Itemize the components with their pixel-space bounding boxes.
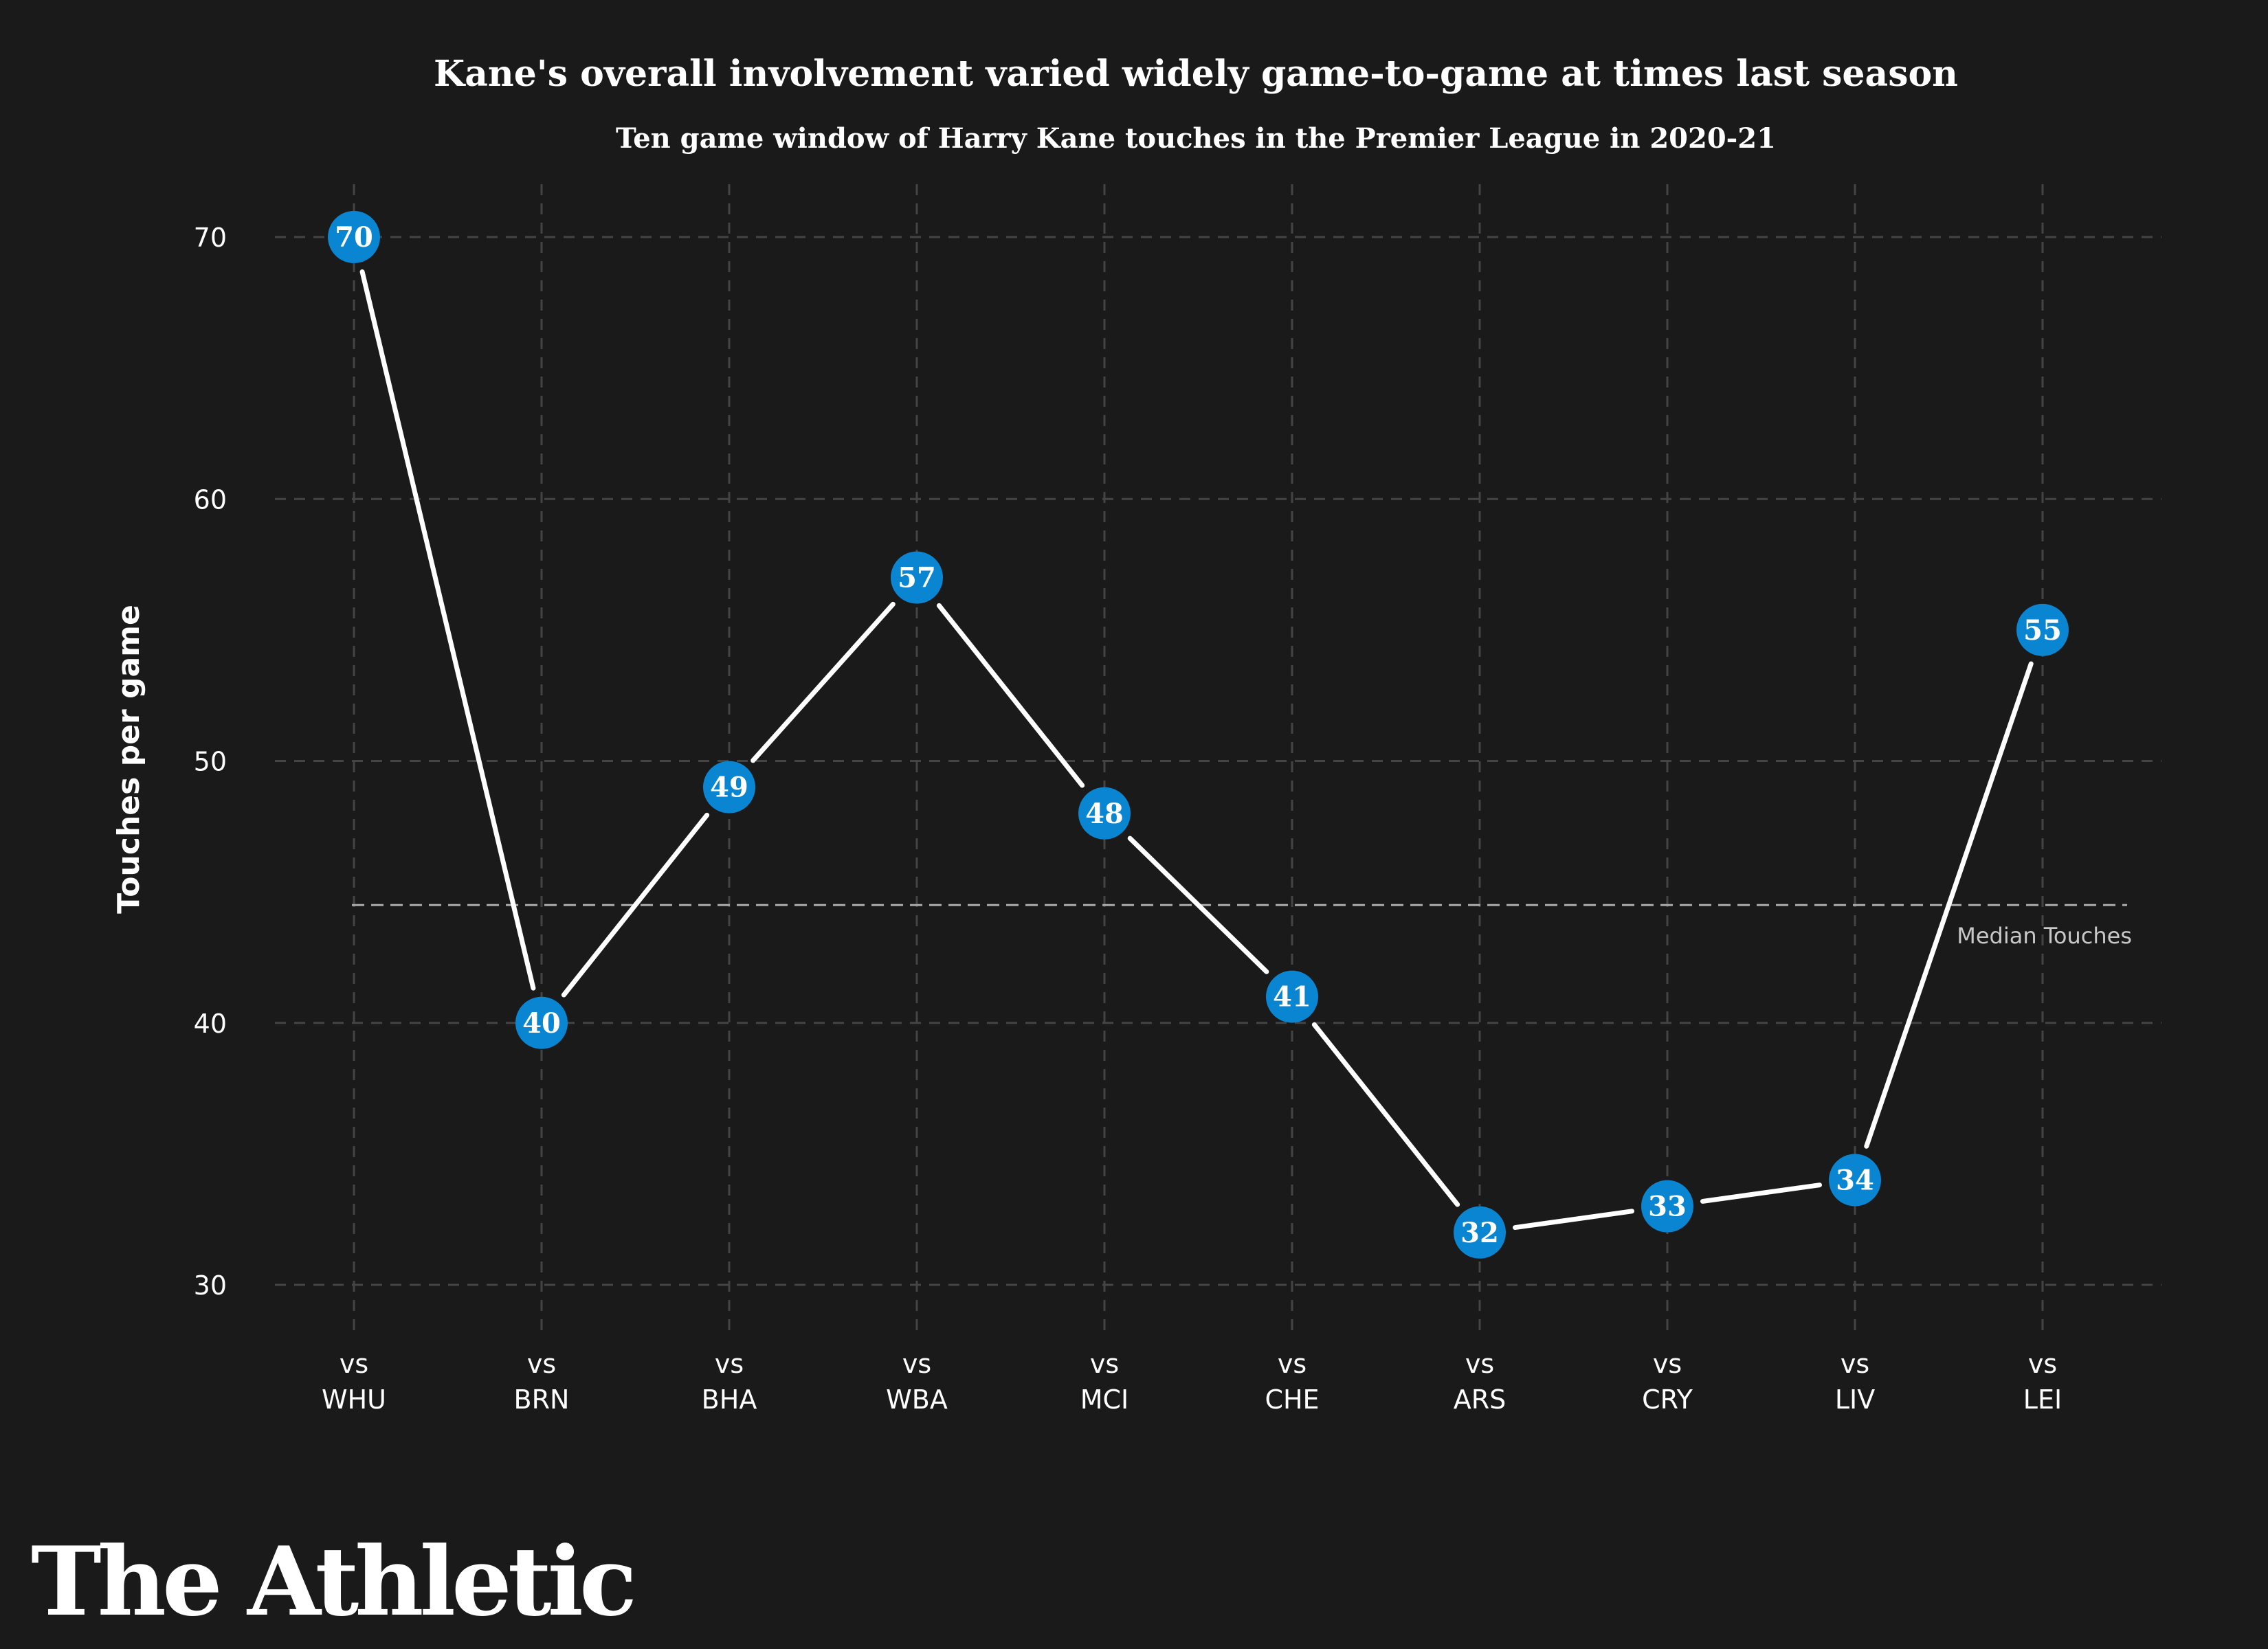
data-point [1454, 1206, 1506, 1259]
x-tick-label: MCI [1080, 1384, 1129, 1415]
x-tick-prefix: vs [715, 1349, 744, 1379]
y-tick-label: 30 [194, 1270, 227, 1301]
data-point [328, 211, 380, 263]
series-line-segment [936, 603, 1085, 788]
data-label: 48 [1085, 798, 1124, 830]
series-line-segment [1513, 1209, 1634, 1231]
data-point [515, 996, 568, 1049]
tick-labels: 30 40 50 60 70 vs WHU vs BRN vs BHA vs WBA vs MCI vs CHE… [194, 223, 2063, 1415]
x-tick-label: ARS [1454, 1384, 1507, 1415]
x-tick-prefix: vs [902, 1349, 931, 1379]
series-line-layer [359, 269, 2034, 1231]
series-line-segment [1864, 661, 2034, 1149]
series-line-segment [1311, 1022, 1460, 1207]
series-line-segment [359, 269, 536, 991]
x-tick-label: LEI [2023, 1384, 2062, 1415]
x-tick-prefix: vs [1465, 1349, 1494, 1379]
data-label: 70 [335, 221, 373, 254]
data-label: 49 [710, 772, 748, 804]
median-label: Median Touches [1957, 923, 2132, 949]
data-label: 34 [1836, 1165, 1874, 1197]
x-tick-prefix: vs [340, 1349, 368, 1379]
x-tick-label: CHE [1265, 1384, 1319, 1415]
x-tick-label: BHA [702, 1384, 757, 1415]
chart-title: Kane's overall involvement varied widely… [434, 53, 1958, 95]
data-label: 41 [1273, 981, 1311, 1013]
data-point [1266, 970, 1318, 1023]
median-reference: Median Touches [352, 904, 2132, 949]
series-line-segment [1127, 835, 1269, 974]
series-line-segment [561, 812, 710, 998]
data-point [1641, 1180, 1693, 1233]
data-point [1078, 787, 1131, 840]
y-tick-label: 60 [194, 484, 227, 515]
x-tick-label: BRN [514, 1384, 570, 1415]
x-tick-prefix: vs [1841, 1349, 1869, 1379]
x-tick-prefix: vs [1278, 1349, 1307, 1379]
data-label: 57 [898, 562, 936, 594]
x-tick-prefix: vs [1653, 1349, 1682, 1379]
data-point [703, 761, 755, 814]
x-tick-label: CRY [1642, 1384, 1693, 1415]
series-line-segment [751, 601, 896, 763]
data-points: 70 40 49 57 48 41 32 33 34 55 [328, 211, 2069, 1259]
data-point [1829, 1154, 1881, 1207]
y-tick-label: 40 [194, 1009, 227, 1039]
grid [275, 184, 2161, 1333]
chart-subtitle: Ten game window of Harry Kane touches in… [616, 122, 1776, 155]
data-point [891, 551, 943, 604]
y-tick-label: 50 [194, 747, 227, 777]
the-athletic-logo: The Athletic [31, 1525, 633, 1637]
x-tick-label: WHU [322, 1384, 386, 1415]
x-tick-prefix: vs [1090, 1349, 1119, 1379]
x-tick-prefix: vs [2028, 1349, 2057, 1379]
series-line-segment [1700, 1182, 1822, 1204]
data-label: 55 [2023, 614, 2062, 647]
x-tick-label: WBA [886, 1384, 948, 1415]
data-label: 32 [1460, 1217, 1499, 1249]
x-tick-prefix: vs [527, 1349, 556, 1379]
y-axis-label: Touches per game [111, 605, 146, 914]
data-label: 33 [1648, 1191, 1687, 1223]
y-tick-label: 70 [194, 223, 227, 253]
data-point [2016, 603, 2069, 656]
data-label: 40 [522, 1007, 561, 1040]
x-tick-label: LIV [1835, 1384, 1875, 1415]
